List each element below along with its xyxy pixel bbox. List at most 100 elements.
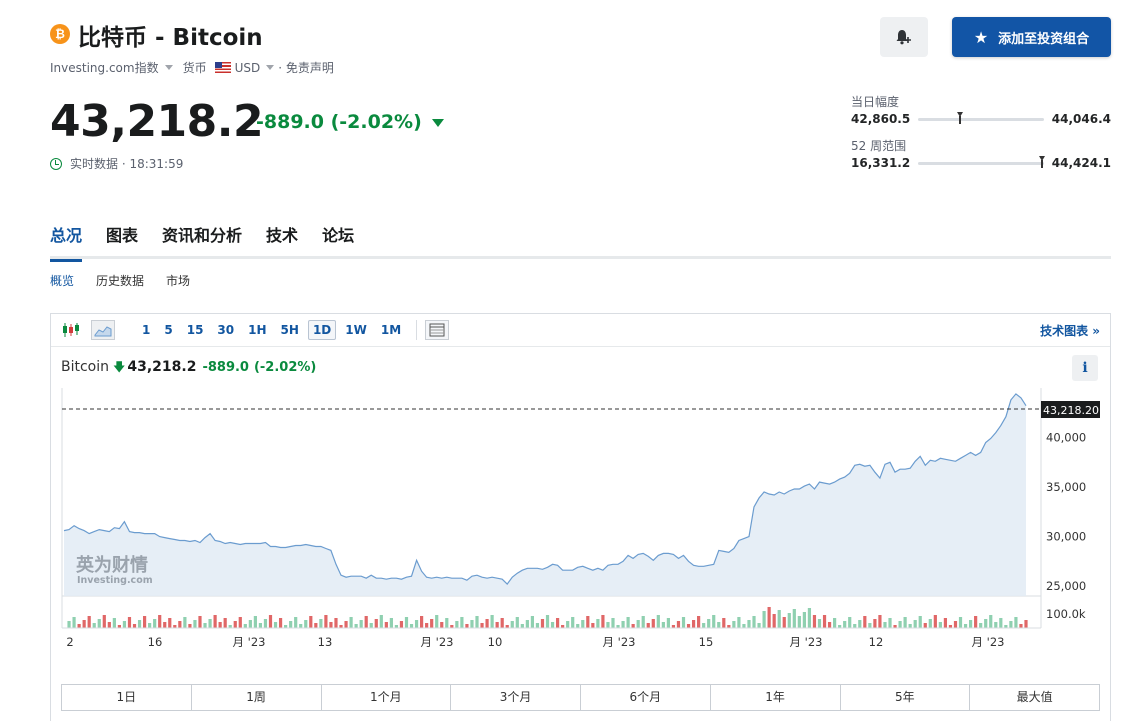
timeframe-1h[interactable]: 1H (248, 323, 267, 337)
last-price: 43,218.2 (50, 96, 264, 147)
timeframe-1w[interactable]: 1W (345, 323, 367, 337)
realtime-label: 实时数据 · 18:31:59 (70, 157, 184, 171)
x-tick-label: 月 '23 (972, 635, 1005, 649)
volume-bar (727, 625, 731, 628)
volume-bar (72, 617, 76, 628)
period-1m[interactable]: 1个月 (322, 685, 452, 710)
volume-bar (122, 621, 127, 628)
volume-bar (651, 619, 655, 628)
volume-bar (455, 621, 459, 628)
volume-bar (792, 609, 796, 628)
volume-bar (853, 624, 857, 628)
source-label[interactable]: Investing.com指数 (50, 61, 159, 75)
volume-bar (561, 625, 565, 628)
candlestick-icon[interactable] (59, 320, 83, 340)
main-tabs: 总况 图表 资讯和分析 技术 论坛 (50, 220, 1111, 262)
disclaimer-link[interactable]: · 免责声明 (278, 61, 334, 75)
volume-bar (148, 623, 152, 628)
volume-bar (661, 622, 665, 628)
volume-bar (304, 620, 308, 628)
volume-bar (430, 619, 434, 628)
volume-bar (334, 618, 338, 628)
volume-bar (691, 620, 696, 628)
add-to-portfolio-button[interactable]: ★ 添加至投资组合 (952, 17, 1111, 57)
watermark-cn: 英为财情 (75, 554, 148, 576)
volume-bar (963, 624, 968, 628)
bell-plus-icon (896, 30, 911, 45)
volume-bar (97, 619, 101, 628)
info-button[interactable]: i (1072, 355, 1098, 381)
volume-bar (203, 623, 207, 628)
star-icon: ★ (973, 27, 989, 47)
period-5y[interactable]: 5年 (841, 685, 971, 710)
volume-bar (344, 621, 348, 628)
volume-bar (581, 620, 585, 628)
volume-bar (440, 622, 444, 628)
volume-bar (364, 616, 368, 628)
timeframe-30[interactable]: 30 (217, 323, 235, 337)
volume-bar (178, 621, 182, 628)
tab-overview[interactable]: 总况 (50, 220, 83, 262)
volume-bar (873, 619, 877, 628)
tab-news-analysis[interactable]: 资讯和分析 (162, 226, 243, 245)
period-max[interactable]: 最大值 (1016, 690, 1053, 704)
subtab-overview[interactable]: 概览 (50, 274, 75, 288)
subtab-markets[interactable]: 市场 (166, 274, 191, 288)
volume-bar (92, 623, 96, 628)
x-tick-label: 月 '23 (233, 635, 266, 649)
volume-bar (188, 624, 192, 628)
volume-bar (933, 615, 937, 628)
volume-bar (591, 623, 595, 628)
volume-bar (1019, 624, 1023, 628)
volume-bar (697, 616, 701, 628)
volume-bar (67, 621, 71, 628)
add-alert-button[interactable] (880, 17, 928, 57)
period-3m[interactable]: 3个月 (451, 685, 581, 710)
volume-bar (898, 621, 902, 628)
volume-bar (389, 618, 393, 628)
period-1w[interactable]: 1周 (192, 685, 322, 710)
area-chart-icon[interactable] (91, 320, 115, 340)
tab-technical[interactable]: 技术 (266, 226, 299, 245)
volume-bar (354, 624, 358, 628)
volume-bar (953, 621, 958, 628)
volume-bar (989, 615, 993, 628)
volume-bar (253, 616, 257, 628)
volume-bar (339, 625, 343, 628)
volume-bar (868, 623, 872, 628)
volume-bar (117, 625, 122, 628)
timeframe-5[interactable]: 5 (164, 323, 173, 337)
volume-bar (838, 625, 842, 628)
period-1d[interactable]: 1日 (62, 685, 192, 710)
volume-bar (777, 610, 781, 628)
volume-bar (686, 624, 691, 628)
timeframe-1d[interactable]: 1D (307, 320, 337, 340)
currency-value[interactable]: USD (234, 60, 261, 75)
period-1y[interactable]: 1年 (711, 685, 841, 710)
subtab-historical-data[interactable]: 历史数据 (96, 274, 145, 288)
tab-chart[interactable]: 图表 (106, 226, 139, 245)
y-tick-label: 40,000 (1046, 431, 1086, 445)
advanced-chart-link[interactable]: 技术图表 » (1040, 324, 1100, 338)
volume-bar (631, 624, 635, 628)
volume-bar (984, 619, 988, 628)
volume-bar (893, 625, 897, 628)
chevron-down-icon[interactable] (164, 65, 173, 70)
chevron-down-icon[interactable] (266, 65, 275, 70)
tab-forum[interactable]: 论坛 (322, 226, 355, 245)
table-view-icon[interactable] (425, 320, 450, 340)
volume-bar (414, 620, 419, 628)
timeframe-15[interactable]: 15 (186, 323, 204, 337)
x-tick-label: 13 (318, 635, 333, 649)
volume-bar (817, 619, 822, 628)
timeframe-5h[interactable]: 5H (280, 323, 299, 337)
volume-bar (576, 624, 580, 628)
day-range-high: 44,046.4 (1051, 112, 1111, 126)
volume-bar (666, 618, 670, 628)
volume-bar (409, 624, 414, 628)
period-6m[interactable]: 6个月 (581, 685, 711, 710)
timeframe-1[interactable]: 1 (142, 323, 151, 337)
volume-bar (646, 623, 650, 628)
timeframe-1m[interactable]: 1M (380, 323, 402, 337)
instrument-meta: Investing.com指数 货币 USD · 免责声明 (50, 59, 334, 76)
